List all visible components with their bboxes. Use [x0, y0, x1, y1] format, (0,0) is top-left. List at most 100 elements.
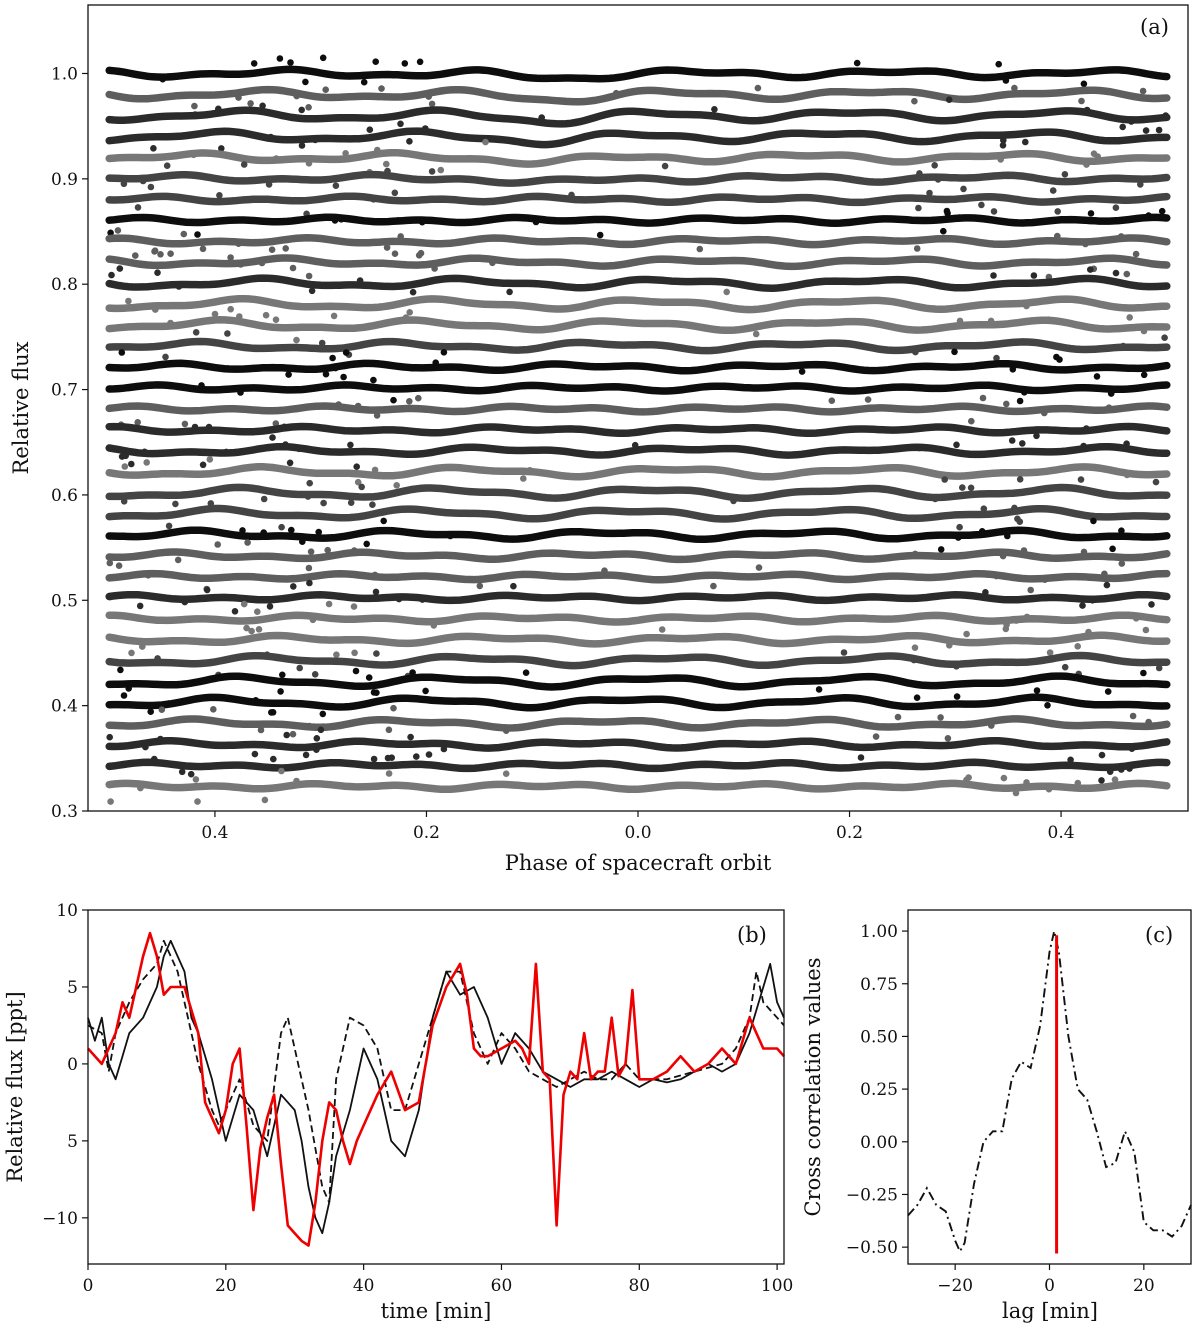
outlier-point: [963, 630, 970, 638]
outlier-point: [437, 166, 445, 174]
outlier-point: [318, 339, 326, 347]
outlier-point: [147, 708, 154, 715]
outlier-point: [333, 651, 340, 658]
outlier-point: [302, 78, 309, 86]
outlier-point: [926, 189, 933, 197]
outlier-point: [943, 207, 951, 215]
light-curve-band: [105, 234, 1171, 249]
y-tick-label: 0.6: [51, 486, 78, 506]
light-curve-band: [105, 337, 1171, 355]
outlier-point: [723, 288, 730, 296]
x-tick-label: 20: [1133, 1276, 1155, 1296]
outlier-point: [125, 297, 132, 305]
outlier-point: [911, 550, 919, 558]
panel-a-series-14: [105, 329, 1171, 362]
outlier-point: [1152, 478, 1160, 486]
outlier-point: [476, 582, 484, 590]
x-tick-label: 0.2: [413, 823, 440, 843]
outlier-point: [1161, 334, 1168, 342]
outlier-point: [425, 93, 433, 100]
outlier-point: [257, 726, 265, 734]
outlier-point: [415, 394, 422, 402]
outlier-point: [223, 448, 230, 456]
outlier-point: [288, 526, 295, 534]
outlier-point: [191, 102, 198, 110]
outlier-point: [252, 697, 260, 704]
outlier-point: [372, 588, 380, 596]
outlier-point: [956, 317, 964, 325]
outlier-point: [106, 559, 114, 567]
panel-a-series-5: [105, 138, 1171, 176]
panel-a-y-axis-title: Relative flux: [9, 341, 33, 474]
outlier-point: [419, 596, 426, 603]
outlier-point: [1129, 712, 1137, 720]
y-tick-label: 0.4: [51, 697, 78, 717]
y-tick-label: 10: [56, 901, 78, 921]
outlier-point: [913, 694, 921, 701]
outlier-point: [840, 649, 848, 656]
panel-a-series-29: [105, 649, 1171, 680]
outlier-point: [1098, 751, 1106, 759]
outlier-point: [154, 655, 161, 662]
y-tick-label: 0.5: [51, 591, 78, 611]
outlier-point: [371, 466, 379, 474]
outlier-point: [1118, 766, 1125, 773]
y-tick-label: 0.8: [51, 275, 78, 295]
outlier-point: [378, 85, 385, 92]
outlier-point: [172, 500, 179, 508]
outlier-point: [272, 420, 280, 427]
outlier-point: [278, 767, 285, 775]
outlier-point: [151, 755, 158, 763]
outlier-point: [356, 277, 364, 284]
light-curve-band: [105, 274, 1171, 292]
panel-a-series-17: [105, 394, 1171, 429]
outlier-point: [1020, 547, 1028, 554]
y-tick-label: 0.25: [860, 1080, 898, 1100]
outlier-point: [1080, 548, 1088, 556]
outlier-point: [1004, 532, 1011, 540]
outlier-point: [953, 693, 961, 700]
light-curve-band: [105, 316, 1171, 335]
outlier-point: [1074, 643, 1081, 650]
outlier-point: [397, 120, 404, 128]
outlier-point: [406, 138, 413, 145]
outlier-point: [1087, 210, 1095, 217]
outlier-point: [120, 498, 128, 505]
outlier-point: [231, 608, 239, 615]
outlier-point: [956, 523, 963, 531]
outlier-point: [1054, 208, 1061, 215]
outlier-point: [391, 250, 399, 257]
outlier-point: [235, 94, 242, 101]
panel-b-line-black-dashed: [87, 939, 785, 1204]
outlier-point: [192, 776, 200, 783]
outlier-point: [351, 547, 358, 554]
outlier-point: [306, 479, 314, 487]
outlier-point: [1012, 617, 1020, 624]
outlier-point: [440, 349, 448, 356]
outlier-point: [401, 60, 409, 67]
outlier-point: [264, 298, 272, 306]
outlier-point: [261, 796, 269, 804]
outlier-point: [1023, 779, 1030, 786]
panel-a-series-31: [105, 685, 1171, 718]
outlier-point: [997, 156, 1004, 163]
outlier-point: [960, 185, 967, 193]
outlier-point: [143, 459, 150, 466]
light-curve-band: [105, 672, 1171, 691]
outlier-point: [118, 349, 126, 356]
outlier-point: [214, 541, 221, 548]
outlier-point: [358, 483, 366, 491]
outlier-point: [407, 733, 414, 741]
outlier-point: [151, 248, 158, 255]
outlier-point: [1126, 314, 1133, 321]
outlier-point: [754, 84, 762, 92]
outlier-point: [944, 735, 952, 742]
y-tick-label: −10: [42, 1209, 78, 1229]
outlier-point: [279, 671, 286, 679]
outlier-point: [296, 664, 304, 672]
outlier-point: [308, 287, 316, 295]
outlier-point: [1118, 527, 1125, 534]
outlier-point: [227, 254, 234, 261]
outlier-point: [1079, 602, 1086, 609]
outlier-point: [1083, 106, 1091, 114]
